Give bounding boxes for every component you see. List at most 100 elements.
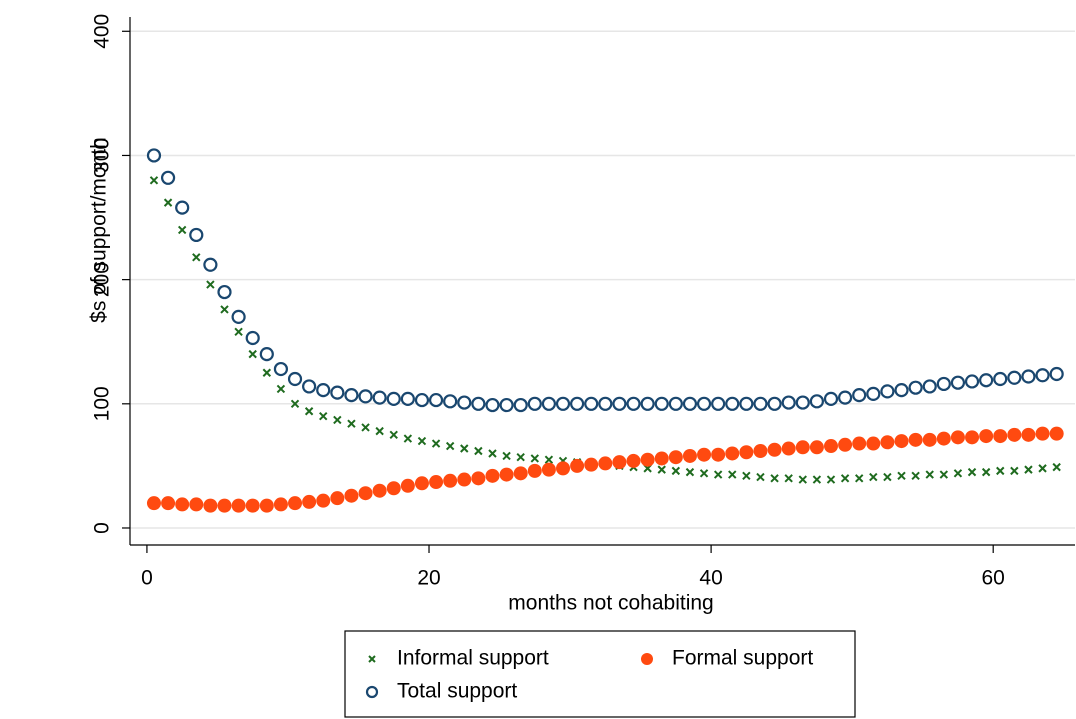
point bbox=[146, 496, 161, 511]
point bbox=[276, 384, 286, 394]
point bbox=[1035, 426, 1050, 441]
point bbox=[445, 441, 455, 451]
legend-marker bbox=[641, 653, 653, 665]
point bbox=[513, 466, 528, 481]
point bbox=[361, 423, 370, 432]
point bbox=[428, 392, 444, 408]
point bbox=[838, 437, 853, 452]
point bbox=[1021, 369, 1036, 384]
point bbox=[429, 475, 444, 490]
point bbox=[725, 446, 740, 461]
point bbox=[457, 472, 472, 487]
point bbox=[513, 397, 528, 413]
point bbox=[556, 461, 571, 476]
point bbox=[149, 176, 159, 185]
point bbox=[400, 391, 415, 406]
legend-label: Informal support bbox=[397, 647, 549, 670]
point bbox=[880, 384, 895, 399]
point bbox=[502, 451, 511, 461]
point bbox=[936, 431, 951, 446]
point bbox=[925, 470, 934, 479]
point bbox=[640, 396, 655, 411]
point bbox=[626, 396, 641, 411]
point bbox=[485, 397, 500, 413]
point bbox=[784, 474, 793, 483]
point bbox=[175, 497, 190, 512]
point bbox=[654, 451, 669, 466]
point bbox=[488, 449, 497, 458]
point bbox=[358, 389, 373, 404]
point bbox=[273, 361, 289, 377]
point bbox=[753, 396, 768, 411]
point bbox=[654, 396, 669, 411]
point bbox=[767, 442, 782, 457]
point bbox=[570, 396, 585, 411]
point bbox=[756, 472, 765, 482]
point bbox=[555, 396, 571, 411]
point bbox=[499, 397, 514, 413]
point bbox=[414, 392, 430, 408]
point bbox=[880, 435, 895, 450]
point bbox=[869, 472, 878, 482]
point bbox=[347, 419, 356, 428]
x-tick-label: 0 bbox=[141, 567, 153, 590]
point bbox=[471, 471, 486, 486]
point bbox=[823, 439, 838, 454]
point bbox=[161, 496, 176, 511]
point bbox=[823, 391, 839, 406]
point bbox=[541, 396, 557, 411]
point bbox=[979, 429, 994, 444]
point bbox=[175, 200, 190, 215]
point bbox=[993, 429, 1008, 444]
x-axis-label: months not cohabiting bbox=[508, 592, 713, 615]
point bbox=[936, 376, 951, 392]
point bbox=[950, 430, 965, 445]
point bbox=[245, 330, 260, 346]
point bbox=[725, 396, 740, 411]
point bbox=[826, 475, 836, 484]
point bbox=[922, 432, 937, 447]
point bbox=[499, 467, 514, 482]
point bbox=[897, 471, 906, 481]
point bbox=[330, 491, 345, 506]
legend-label: Formal support bbox=[672, 647, 813, 670]
point bbox=[728, 470, 737, 479]
point bbox=[372, 390, 387, 405]
point bbox=[682, 448, 697, 463]
point bbox=[964, 374, 980, 389]
point bbox=[206, 280, 215, 289]
point bbox=[330, 385, 345, 400]
point bbox=[781, 395, 796, 410]
point bbox=[866, 436, 881, 451]
point bbox=[840, 474, 850, 483]
point bbox=[671, 466, 681, 476]
point bbox=[598, 396, 613, 411]
point bbox=[541, 462, 556, 477]
point bbox=[530, 454, 540, 463]
point bbox=[527, 463, 542, 478]
point bbox=[965, 430, 980, 445]
point bbox=[527, 396, 542, 411]
point bbox=[259, 498, 274, 513]
point bbox=[598, 456, 613, 471]
point bbox=[220, 305, 229, 314]
point bbox=[993, 371, 1008, 387]
point bbox=[431, 439, 441, 448]
point bbox=[245, 498, 260, 513]
point bbox=[668, 450, 683, 465]
point bbox=[570, 458, 585, 473]
point bbox=[739, 445, 754, 460]
point bbox=[640, 452, 655, 467]
point bbox=[711, 396, 726, 411]
point bbox=[953, 469, 963, 478]
point bbox=[287, 371, 303, 387]
point bbox=[189, 497, 204, 512]
point bbox=[967, 467, 977, 477]
point bbox=[443, 394, 458, 409]
point bbox=[386, 391, 401, 406]
point bbox=[389, 430, 398, 440]
point bbox=[403, 434, 413, 443]
point bbox=[386, 481, 401, 496]
point bbox=[781, 441, 796, 456]
